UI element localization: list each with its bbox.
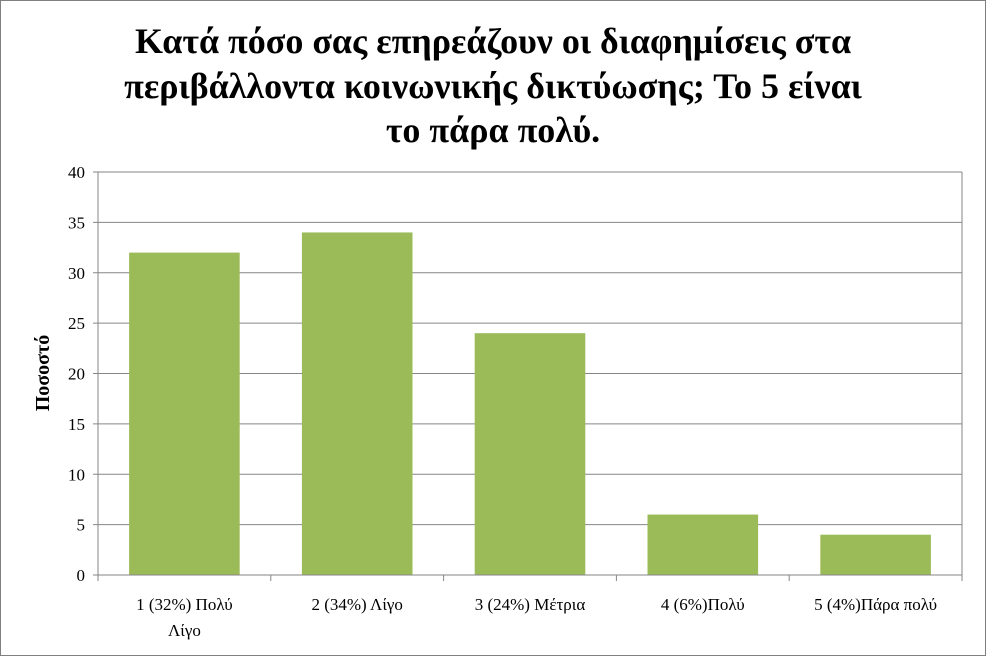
bar	[820, 534, 931, 575]
y-tick-label: 30	[68, 264, 85, 283]
chart-title: Κατά πόσο σας επηρεάζουν οι διαφημίσεις …	[124, 21, 863, 150]
y-tick-label: 20	[68, 365, 85, 384]
bar	[474, 333, 586, 575]
chart-title-line: Κατά πόσο σας επηρεάζουν οι διαφημίσεις …	[135, 21, 851, 61]
y-tick-label: 35	[68, 213, 85, 232]
bar	[129, 252, 240, 575]
y-axis-label-text: Ποσοστό	[32, 335, 54, 412]
axes	[93, 171, 963, 581]
y-axis-label: Ποσοστό	[32, 335, 54, 412]
y-tick-label: 10	[68, 465, 85, 484]
chart-title-line: το πάρα πολύ.	[386, 110, 600, 150]
x-category-label: 2 (34%) Λίγο	[311, 595, 402, 614]
bars	[129, 232, 931, 575]
gridlines	[98, 171, 962, 526]
x-category-labels: 1 (32%) Πολύ Λίγο 2 (34%) Λίγο 3 (24%) Μέτρ…	[136, 595, 937, 640]
x-category-label: 1 (32%) Πολύ	[136, 595, 233, 614]
x-category-label: 4 (6%)Πολύ	[661, 595, 745, 614]
x-category-label: 5 (4%)Πάρα πολύ	[814, 595, 937, 614]
y-tick-label: 40	[68, 163, 85, 182]
bar	[647, 514, 759, 575]
chart-title-line: περιβάλλοντα κοινωνικής δικτύωσης; Το 5 …	[124, 66, 863, 106]
y-tick-label: 15	[68, 415, 85, 434]
y-tick-label: 5	[77, 516, 86, 535]
x-category-label: Λίγο	[168, 621, 201, 640]
y-tick-labels: 0 5 10 15 20 25 30 35 40	[68, 163, 85, 585]
y-tick-label: 25	[68, 314, 85, 333]
bar	[301, 232, 413, 575]
y-tick-label: 0	[77, 566, 86, 585]
x-category-label: 3 (24%) Μέτρια	[475, 595, 586, 614]
